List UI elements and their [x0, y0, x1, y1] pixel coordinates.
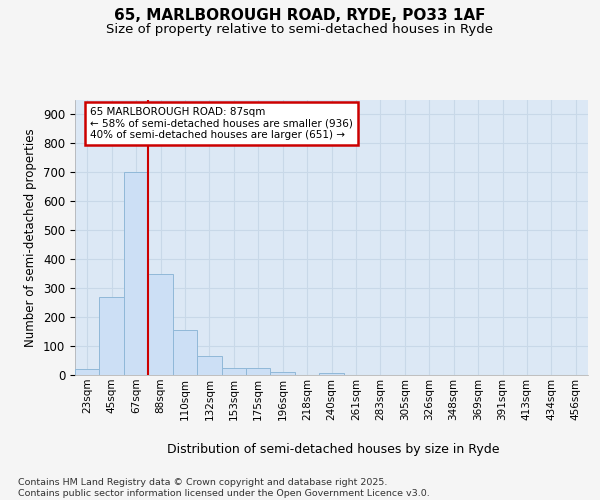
- Bar: [75, 368, 100, 375]
- Text: 65 MARLBOROUGH ROAD: 87sqm
← 58% of semi-detached houses are smaller (936)
40% o: 65 MARLBOROUGH ROAD: 87sqm ← 58% of semi…: [91, 107, 353, 140]
- Bar: [221, 368, 246, 375]
- Bar: [246, 368, 271, 375]
- Text: Distribution of semi-detached houses by size in Ryde: Distribution of semi-detached houses by …: [167, 442, 499, 456]
- Bar: [271, 372, 295, 375]
- Text: Contains HM Land Registry data © Crown copyright and database right 2025.
Contai: Contains HM Land Registry data © Crown c…: [18, 478, 430, 498]
- Bar: [148, 274, 173, 375]
- Bar: [124, 172, 148, 375]
- Bar: [197, 356, 221, 375]
- Bar: [319, 372, 344, 375]
- Text: 65, MARLBOROUGH ROAD, RYDE, PO33 1AF: 65, MARLBOROUGH ROAD, RYDE, PO33 1AF: [114, 8, 486, 22]
- Bar: [173, 330, 197, 375]
- Y-axis label: Number of semi-detached properties: Number of semi-detached properties: [25, 128, 37, 347]
- Bar: [100, 297, 124, 375]
- Text: Size of property relative to semi-detached houses in Ryde: Size of property relative to semi-detach…: [107, 22, 493, 36]
